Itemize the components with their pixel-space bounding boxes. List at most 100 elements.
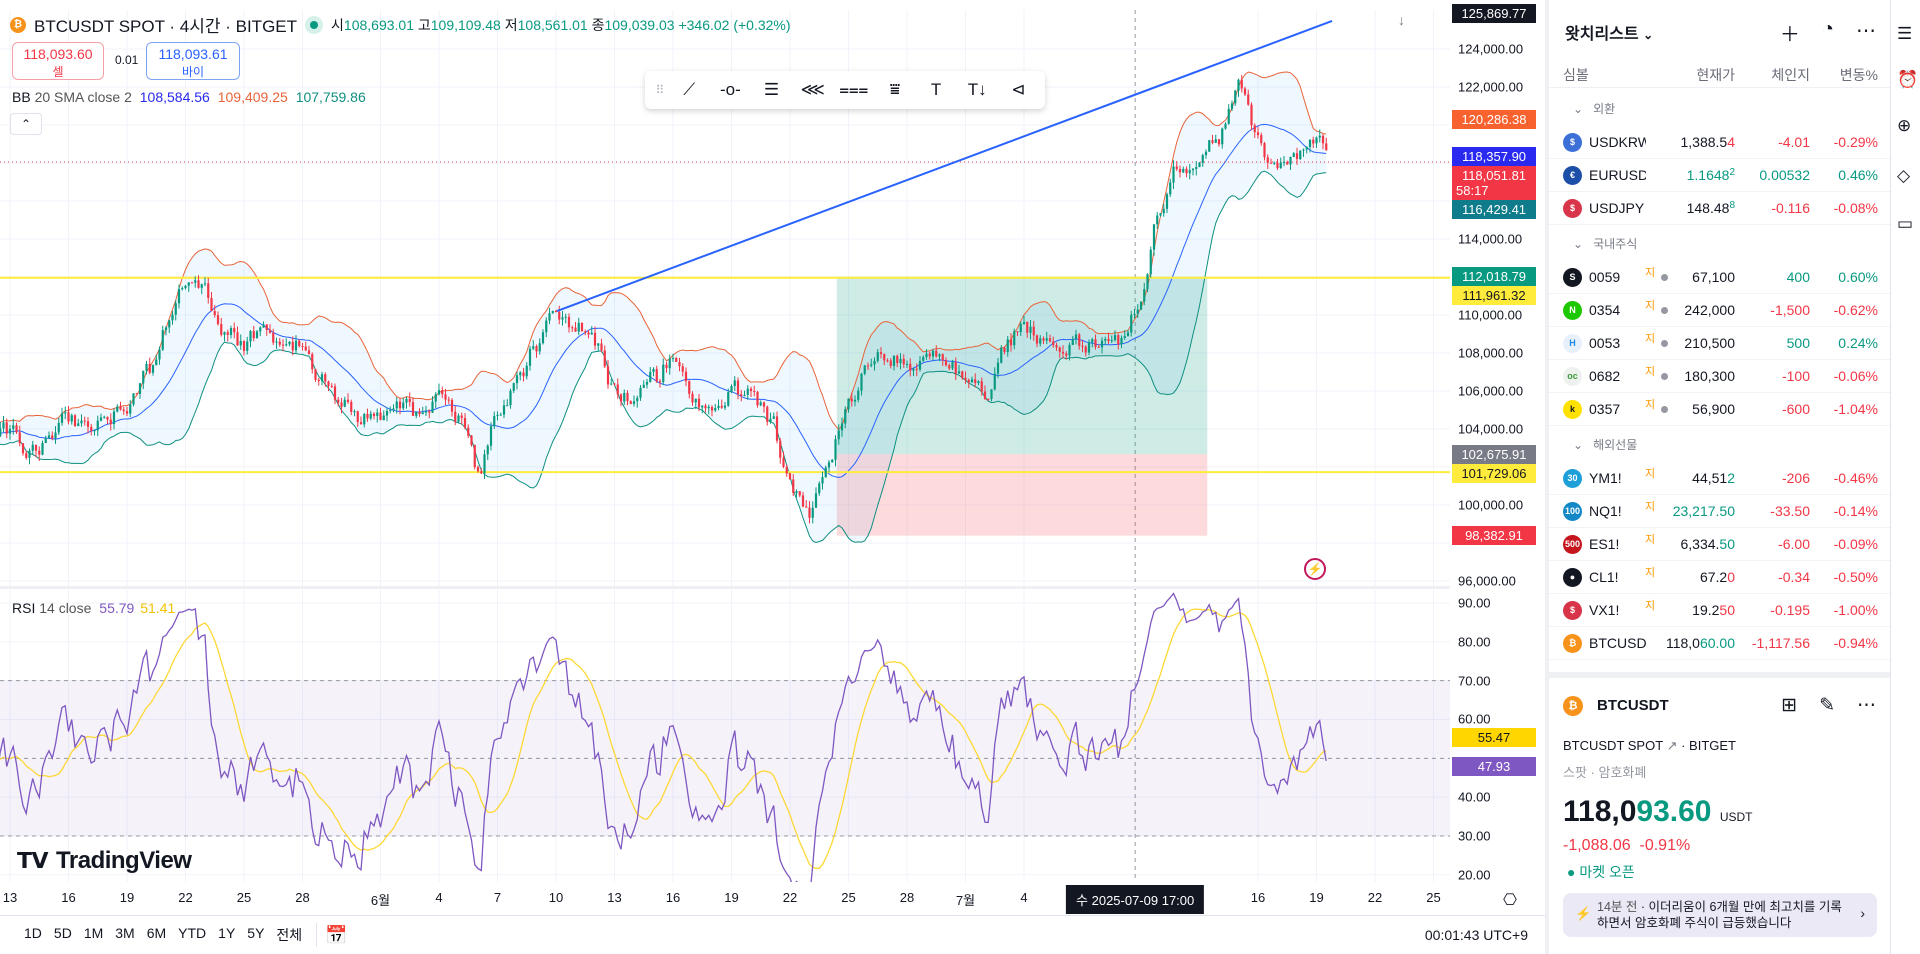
candle-body xyxy=(457,415,460,422)
range-button-5Y[interactable]: 5Y xyxy=(247,925,265,941)
candle-body xyxy=(142,370,145,384)
column-change[interactable]: 체인지 xyxy=(1771,67,1810,83)
add-symbol-icon[interactable]: ＋ xyxy=(1779,24,1800,46)
delayed-badge: 지 xyxy=(1645,468,1656,480)
price-pane[interactable] xyxy=(0,20,1450,544)
range-button-6M[interactable]: 6M xyxy=(146,925,167,941)
symbol-price: 210,500 xyxy=(1684,335,1735,351)
candle-body xyxy=(678,361,681,367)
range-button-5D[interactable]: 5D xyxy=(53,925,72,941)
watchlist-section-국내주식[interactable]: ⌄ 국내주식 xyxy=(1573,235,1637,252)
more-options-icon[interactable]: ⋯ xyxy=(1857,695,1876,716)
pitchfork-icon[interactable]: ⋘ xyxy=(800,80,825,99)
range-button-1Y[interactable]: 1Y xyxy=(218,925,236,941)
watchlist-row[interactable]: $ USDJPY 148.488 -0.116 -0.08% xyxy=(1549,192,1890,225)
range-button-1M[interactable]: 1M xyxy=(83,925,104,941)
panel-divider[interactable] xyxy=(1549,672,1890,678)
watchlist-title[interactable]: 왓치리스트 ⌄ xyxy=(1565,20,1653,44)
chart-canvas[interactable] xyxy=(0,0,1450,915)
details-full-name[interactable]: BTCUSDT SPOT xyxy=(1563,738,1663,753)
bollinger-legend[interactable]: BB 20 SMA close 2 108,584.56 109,409.25 … xyxy=(12,89,366,105)
clock-timezone[interactable]: 00:01:43 UTC+9 xyxy=(1424,927,1528,943)
watchlist-row[interactable]: k 0357 지 56,900 -600 -1.04% xyxy=(1549,393,1890,426)
axis-settings-icon[interactable]: ⎔ xyxy=(1503,892,1517,909)
candle-body xyxy=(93,430,96,432)
drag-handle-icon[interactable]: ⠿ xyxy=(655,83,665,97)
candle-body xyxy=(948,365,951,369)
candle-body xyxy=(382,415,385,421)
price-axis-label: 104,000.00 xyxy=(1458,421,1524,437)
pane-separator[interactable] xyxy=(0,586,1450,589)
candle-body xyxy=(346,399,350,402)
collapse-legend-button[interactable]: ⌃ xyxy=(10,113,42,135)
watchlist-row[interactable]: 500 ES1! 지 6,334.50 -6.00 -0.09% xyxy=(1549,528,1890,561)
candle-body xyxy=(980,381,983,392)
candle-body xyxy=(896,355,899,364)
column-price[interactable]: 현재가 xyxy=(1696,67,1735,83)
candle-body xyxy=(278,341,281,345)
chevron-down-icon: ⌄ xyxy=(1643,28,1654,42)
price-axis[interactable]: 124,000.00 122,000.00 114,000.00 110,000.00… xyxy=(1450,0,1542,915)
go-to-date-calendar-icon[interactable]: 📅 xyxy=(325,924,348,945)
candle-body xyxy=(805,506,808,508)
watchlist-row[interactable]: oc 0682 지 180,300 -100 -0.06% xyxy=(1549,360,1890,393)
pie-chart-icon[interactable]: ◔ xyxy=(1821,18,1834,40)
buy-button[interactable]: 118,093.61 바이 xyxy=(146,42,240,80)
drawing-toolbar[interactable]: ⠿ ⟋ -o- ☰ ⋘ ⩶ ⩸ T T↓ ⊲ xyxy=(645,71,1045,109)
column-symbol[interactable]: 심볼 xyxy=(1563,67,1589,83)
rsi-pane[interactable] xyxy=(0,592,1450,899)
watchlist-row[interactable]: ₿ BTCUSD 118,060.00 -1,117.56 -0.94% xyxy=(1549,627,1890,660)
watchlist-row[interactable]: ● CL1! 지 67.20 -0.34 -0.50% xyxy=(1549,561,1890,594)
more-tools-icon[interactable]: ⊲ xyxy=(1011,80,1026,99)
sell-button[interactable]: 118,093.60 셀 xyxy=(12,42,104,80)
scroll-to-latest-icon[interactable]: ↓ xyxy=(1398,12,1405,28)
watchlist-row[interactable]: S 0059 지 67,100 400 0.60% xyxy=(1549,261,1890,294)
symbol-title[interactable]: BTCUSDT SPOT · 4시간 · BITGET xyxy=(34,17,298,36)
candle-body xyxy=(1061,351,1065,354)
range-button-3M[interactable]: 3M xyxy=(115,925,135,941)
edit-icon[interactable]: ✎ xyxy=(1819,695,1835,716)
range-button-전체[interactable]: 전체 xyxy=(276,927,303,943)
add-note-icon[interactable]: ⊕ xyxy=(1897,116,1912,135)
watchlist-row[interactable]: N 0354 지 242,000 -1,500 -0.62% xyxy=(1549,294,1890,327)
news-banner[interactable]: ⚡ 14분 전 · 이더리움이 6개월 만에 최고치를 기록하면서 암호화폐 주… xyxy=(1563,893,1877,937)
candle-body xyxy=(623,392,626,402)
watchlist-row[interactable]: H 0053 지 210,500 500 0.24% xyxy=(1549,327,1890,360)
column-change-pct[interactable]: 변동% xyxy=(1839,67,1878,83)
watchlist-section-외환[interactable]: ⌄ 외환 xyxy=(1573,100,1615,117)
candle-body xyxy=(1156,215,1159,225)
text-note-icon[interactable]: T↓ xyxy=(967,80,987,99)
tradingview-logo[interactable]: 𝗧𝗩 TradingView xyxy=(17,847,192,875)
text-icon[interactable]: T xyxy=(930,80,942,99)
fib-extension-icon[interactable]: ⩸ xyxy=(889,80,901,99)
external-link-icon[interactable]: ↗ xyxy=(1666,738,1678,753)
more-options-icon[interactable]: ⋯ xyxy=(1856,20,1876,42)
chat-icon[interactable]: ▭ xyxy=(1897,214,1914,233)
symbol-name: 0053 xyxy=(1589,335,1621,351)
range-button-1D[interactable]: 1D xyxy=(24,925,42,941)
alarm-clock-icon[interactable]: ⏰ xyxy=(1897,70,1919,89)
candle-body xyxy=(779,440,782,458)
parallel-channel-icon[interactable]: ☰ xyxy=(763,80,780,99)
range-button-YTD[interactable]: YTD xyxy=(178,925,207,941)
candle-body xyxy=(1039,338,1042,344)
candle-body xyxy=(1000,347,1003,363)
price-currency: USDT xyxy=(1719,810,1753,824)
trend-line-icon[interactable]: ⟋ xyxy=(683,80,696,99)
layers-icon[interactable]: ◇ xyxy=(1897,166,1911,185)
watchlist-row[interactable]: € EURUSD 1.16482 0.00532 0.46% xyxy=(1549,159,1890,192)
grid-layout-icon[interactable]: ⊞ xyxy=(1781,695,1798,716)
watchlist-row[interactable]: 100 NQ1! 지 23,217.50 -33.50 -0.14% xyxy=(1549,495,1890,528)
fib-retracement-icon[interactable]: ⩶ xyxy=(839,80,869,99)
watchlist-section-해외선물[interactable]: ⌄ 해외선물 xyxy=(1573,436,1637,453)
price-axis-label: 100,000.00 xyxy=(1458,497,1524,513)
watchlist-row[interactable]: 30 YM1! 지 44,512 -206 -0.46% xyxy=(1549,462,1890,495)
watchlist-icon[interactable]: ☰ xyxy=(1897,24,1913,43)
watchlist-row[interactable]: $ VX1! 지 19.250 -0.195 -1.00% xyxy=(1549,594,1890,627)
time-axis[interactable]: 13 16 19 22 25 28 6월 4 7 10 13 16 19 22 25 28 7월 4 16 19 22 2… xyxy=(0,884,1450,914)
candle-body xyxy=(915,368,918,370)
horizontal-ray-icon[interactable]: -o- xyxy=(720,80,741,99)
lightning-alert-icon[interactable]: ⚡ xyxy=(1304,558,1326,580)
watchlist-row[interactable]: $ USDKRW 1,388.54 -4.01 -0.29% xyxy=(1549,126,1890,159)
rsi-legend[interactable]: RSI 14 close 55.79 51.41 xyxy=(12,600,175,616)
